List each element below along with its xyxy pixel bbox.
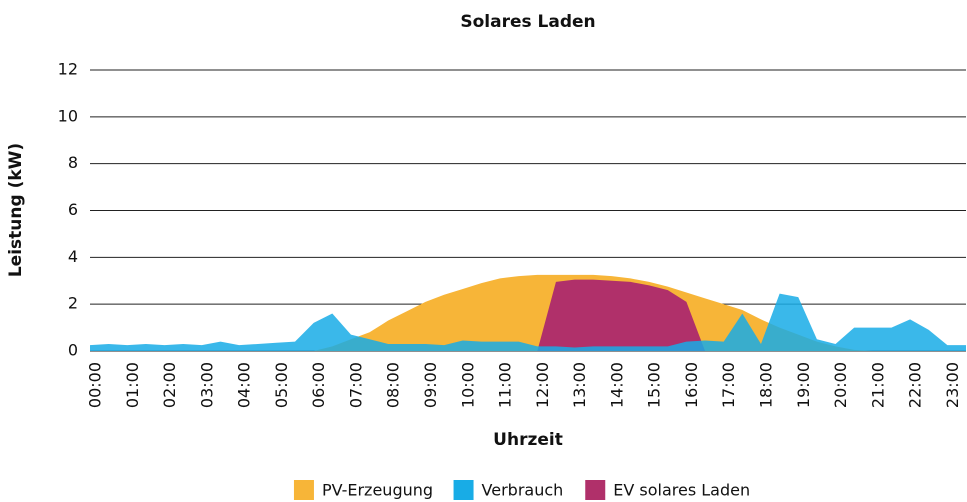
x-tick-label: 13:00 [570,362,589,408]
x-tick-label: 17:00 [719,362,738,408]
x-tick-label: 10:00 [458,362,477,408]
x-tick-label: 06:00 [309,362,328,408]
legend-swatch [293,480,314,500]
area [90,274,966,351]
x-tick-label: 19:00 [794,362,813,408]
x-tick-label: 04:00 [235,362,254,408]
x-tick-label: 07:00 [346,362,365,408]
legend-label: Verbrauch [482,481,564,500]
x-tick-label: 02:00 [160,362,179,408]
x-tick-label: 01:00 [123,362,142,408]
legend-swatch [585,480,606,500]
x-tick-label: 11:00 [496,362,515,408]
legend-swatch [453,480,474,500]
x-tick-label: 08:00 [384,362,403,408]
x-tick-label: 18:00 [756,362,775,408]
x-tick-label: 23:00 [943,362,962,408]
y-axis-title: Leistung (kW) [6,143,26,277]
y-tick-label: 8 [68,153,78,172]
x-tick-label: 20:00 [831,362,850,408]
x-tick-label: 21:00 [868,362,887,408]
x-tick-label: 22:00 [906,362,925,408]
chart-title: Solares Laden [460,12,595,32]
area [90,293,966,351]
legend-label: EV solares Laden [613,481,750,500]
legend-label: PV-Erzeugung [322,481,433,500]
x-tick-label: 15:00 [645,362,664,408]
x-tick-label: 03:00 [197,362,216,408]
x-axis-title: Uhrzeit [493,430,563,450]
y-tick-label: 6 [68,200,78,219]
y-tick-label: 4 [68,247,78,266]
x-tick-label: 16:00 [682,362,701,408]
y-tick-label: 10 [58,106,78,125]
x-tick-label: 12:00 [533,362,552,408]
x-tick-label: 14:00 [607,362,626,408]
y-tick-label: 0 [68,341,78,360]
y-tick-label: 2 [68,294,78,313]
y-tick-label: 12 [58,60,78,79]
x-tick-label: 09:00 [421,362,440,408]
x-tick-label: 05:00 [272,362,291,408]
x-tick-label: 00:00 [86,362,105,408]
